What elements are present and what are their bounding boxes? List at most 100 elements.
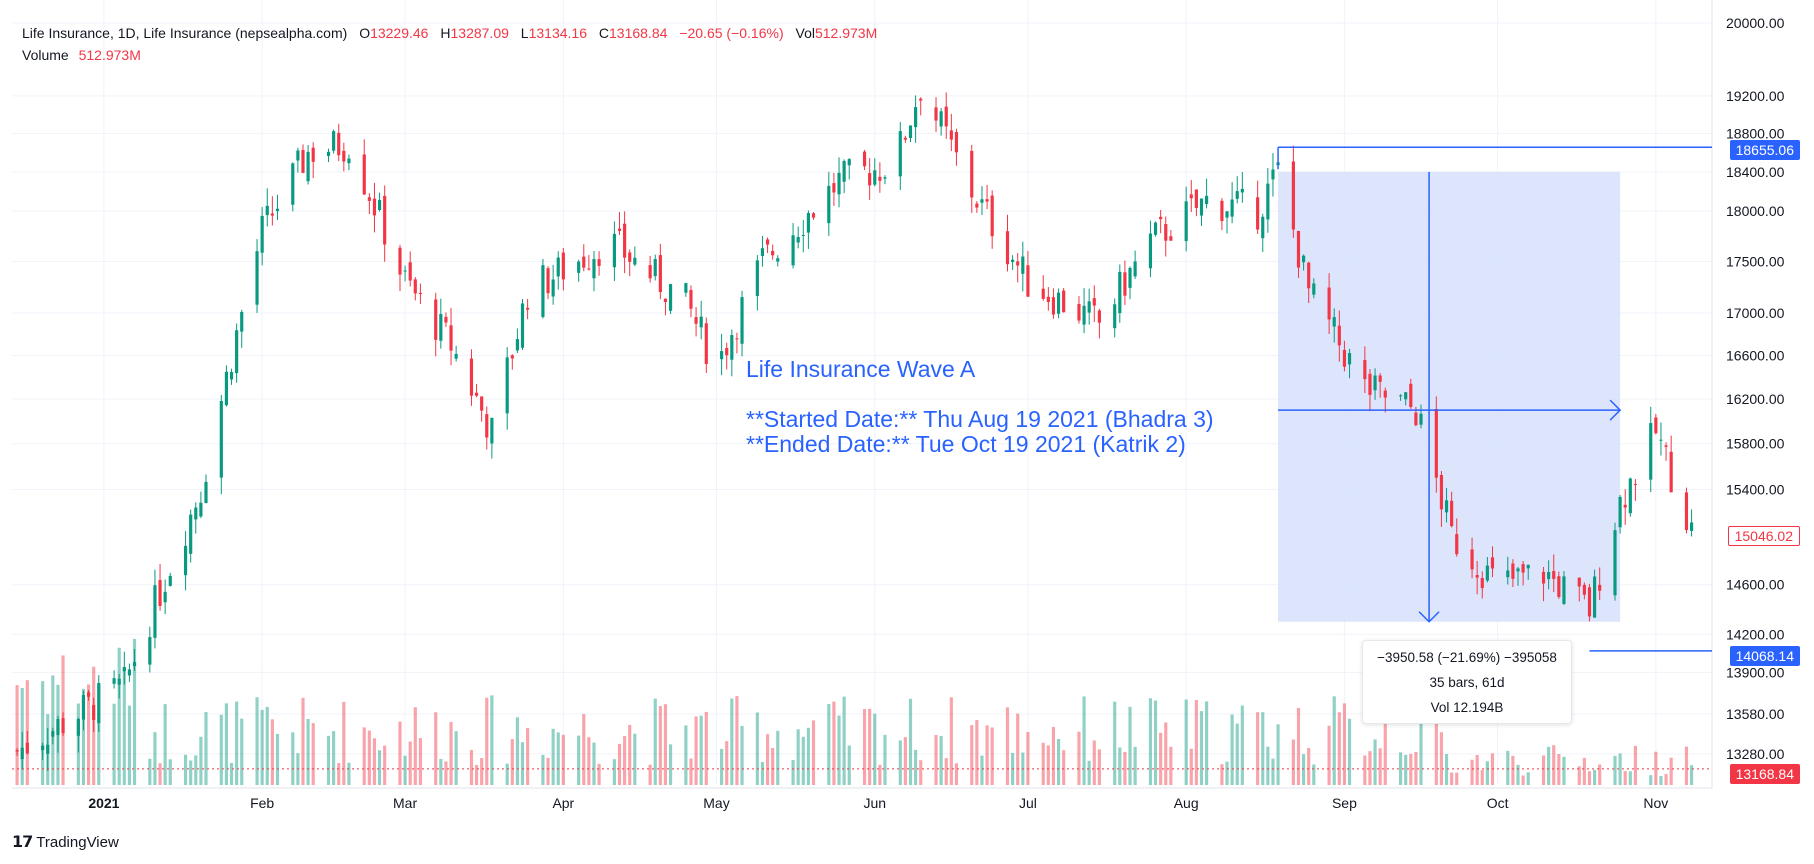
candle-body [694, 317, 698, 324]
volume-bar [1296, 708, 1301, 785]
candle-body [653, 259, 657, 277]
candle-body [1383, 390, 1387, 398]
volume-bar [1016, 713, 1020, 785]
candle-body [112, 678, 116, 684]
candle-body [1005, 231, 1010, 265]
volume-bar [337, 763, 341, 785]
volume-bar [1332, 696, 1336, 785]
candle-body [704, 323, 708, 364]
volume-bar [694, 716, 698, 785]
candle-body [740, 297, 744, 344]
volume-bar [541, 754, 545, 785]
volume-bar [1153, 700, 1158, 785]
candle-body [41, 745, 45, 751]
time-tick-label: Nov [1643, 795, 1668, 811]
annotation-title: Life Insurance Wave A [746, 356, 976, 382]
volume-bar [612, 759, 616, 785]
volume-bar [1562, 756, 1566, 785]
price-tick-label: 16600.00 [1726, 348, 1785, 364]
time-tick-label: Jul [1019, 795, 1037, 811]
candle-body [127, 669, 131, 676]
candle-body [81, 695, 86, 720]
volume-bar [1056, 738, 1061, 785]
volume-bar [1077, 731, 1081, 785]
volume-bar [255, 697, 259, 785]
volume-bar [1205, 701, 1209, 785]
volume-bar [275, 733, 280, 785]
price-axis[interactable]: 20000.00 19200.00 18800.00 18400.00 18000.00… [1726, 15, 1785, 762]
candle-body [25, 742, 29, 754]
volume-bar [1184, 699, 1188, 785]
candle-body [1312, 283, 1316, 295]
candle-body [832, 183, 836, 193]
candle-body [699, 316, 703, 328]
volume-bar [485, 697, 489, 785]
candle-body [1480, 577, 1484, 589]
candle-body [15, 750, 19, 752]
candle-body [623, 223, 627, 258]
volume-label[interactable]: Volume [22, 47, 69, 63]
candle-body [612, 233, 616, 268]
candle-body [1618, 496, 1622, 528]
volume-bar [418, 738, 422, 785]
candle-body [842, 161, 846, 182]
symbol-title[interactable]: Life Insurance, 1D, Life Insurance (neps… [22, 25, 348, 41]
volume-bar [469, 749, 474, 785]
candle-body [771, 250, 775, 256]
volume-bar [837, 715, 841, 785]
volume-bar [1689, 765, 1694, 785]
legend-ohlc-row: Life Insurance, 1D, Life Insurance (neps… [22, 22, 885, 44]
candle-body [648, 265, 652, 279]
price-tick-label: 17000.00 [1726, 305, 1785, 321]
measure-change: −3950.58 (−21.69%) −395058 [1377, 650, 1557, 665]
volume-bar [1654, 751, 1658, 785]
branding[interactable]: 𝟭𝟳 TradingView [12, 832, 119, 852]
volume-bar [1516, 764, 1520, 785]
candle-body [908, 125, 913, 139]
volume-bar [439, 758, 443, 785]
candle-body [1439, 475, 1444, 510]
volume-bar [326, 735, 331, 785]
candle-body [347, 158, 351, 164]
volume-bar [1148, 698, 1153, 785]
candle-body [1368, 373, 1372, 395]
candle-body [474, 392, 479, 396]
candle-body [1266, 183, 1270, 220]
candle-body [1582, 584, 1586, 595]
price-tick-label: 14200.00 [1726, 626, 1785, 642]
candle-body [725, 348, 729, 356]
volume-bar [796, 729, 800, 785]
candle-body [1347, 353, 1352, 365]
volume-bar [1123, 751, 1127, 785]
time-tick-label: Jun [863, 795, 886, 811]
candle-body [86, 692, 91, 697]
volume-bar [1506, 750, 1510, 785]
wave-annotation[interactable]: Life Insurance Wave A **Started Date:** … [746, 357, 1214, 457]
candle-body [1307, 262, 1311, 289]
volume-bar [1373, 739, 1377, 785]
candle-body [1240, 188, 1244, 193]
volume-bar [939, 736, 943, 785]
price-tick-label: 18400.00 [1726, 164, 1785, 180]
measure-lines [12, 146, 1712, 770]
volume-bar [561, 734, 565, 785]
candle-body [235, 330, 239, 374]
time-axis[interactable]: 2021 Feb Mar Apr May Jun Jul Aug Sep Oct Nov [88, 795, 1668, 811]
candle-body [1021, 256, 1025, 274]
price-tick-label: 20000.00 [1726, 15, 1785, 31]
volume-bar [332, 731, 336, 785]
candle-body [1256, 197, 1260, 230]
volume-bar [1347, 718, 1352, 785]
candle-body [1011, 259, 1015, 263]
volume-bar [949, 697, 953, 785]
candle-body [1399, 395, 1403, 397]
candle-body [204, 481, 208, 504]
close-label: C [598, 25, 610, 41]
volume-bar [219, 714, 223, 785]
candle-body [224, 371, 228, 406]
volume-bar [1164, 722, 1168, 785]
candle-body [1475, 575, 1479, 578]
volume-bar [980, 755, 984, 785]
time-tick-label: Apr [552, 795, 574, 811]
